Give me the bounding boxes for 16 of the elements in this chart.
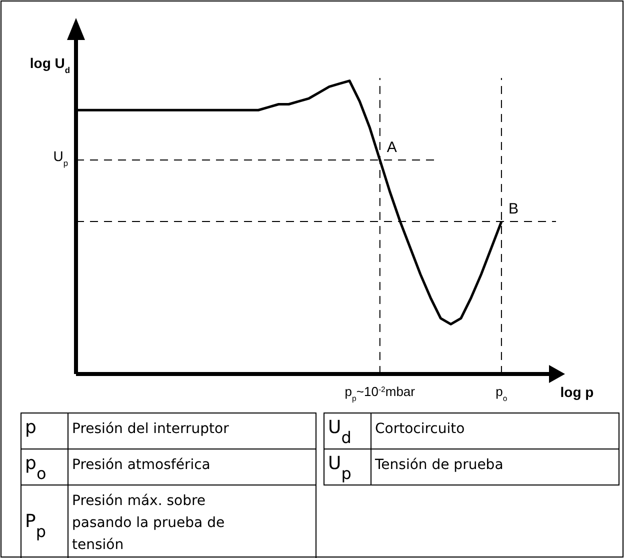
- text: Tensión de prueba: [374, 457, 504, 473]
- text: Presión del interruptor: [72, 421, 230, 437]
- ref-line-label: U$_{p}$: [53, 148, 68, 168]
- x-axis-title: log p: [560, 384, 594, 400]
- text: Presión atmosférica: [72, 457, 210, 473]
- text: p$_{o}$: [25, 453, 46, 482]
- text: Cortocircuito: [375, 421, 465, 437]
- text: U$_{d}$: [328, 417, 352, 446]
- x-tick-label: p$_{p}$~10$^{-2}$mbar: [344, 384, 416, 402]
- text: U$_{p}$: [328, 453, 352, 482]
- text: p: [25, 417, 36, 438]
- text: P$_{p}$: [25, 511, 46, 540]
- y-axis-title: log U$_{d}$: [30, 55, 70, 75]
- annotation: A: [386, 138, 397, 156]
- text: Presión máx. sobre pasando la prueba de tensión: [72, 493, 225, 553]
- annotation: B: [508, 200, 518, 218]
